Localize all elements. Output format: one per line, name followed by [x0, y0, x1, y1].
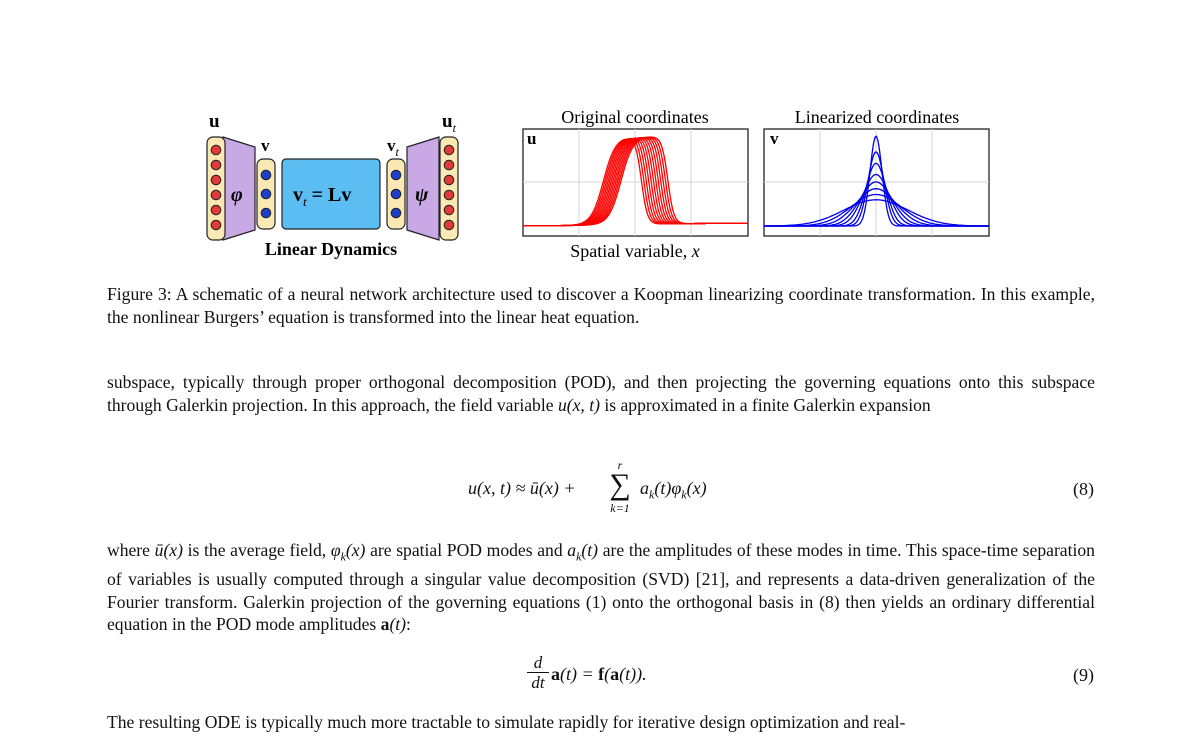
latent-nodes-v [260, 169, 272, 219]
paragraph-3: The resulting ODE is typically much more… [107, 712, 906, 732]
plot-right-corner: v [770, 129, 779, 148]
label-vt-sub: t [396, 145, 400, 159]
label-u: u [209, 111, 220, 132]
eq9-num: d [527, 654, 549, 673]
eq8-number: (8) [1073, 479, 1094, 499]
eq8-lhs: u(x, t) ≈ ū(x) + [468, 478, 576, 498]
plots-figure: Original coordinates Linearized coordina… [522, 107, 990, 261]
equation-8: u(x, t) ≈ ū(x) + [468, 478, 575, 499]
linear-dynamics-caption: Linear Dynamics [265, 239, 397, 259]
plot-left-corner: u [527, 129, 536, 148]
equation-8-rhs: ak(t)φk(x) [640, 478, 707, 502]
output-nodes [443, 144, 455, 231]
svg-text:vt = Lv: vt = Lv [293, 184, 351, 209]
paragraph-2: where ū(x) is the average field, φk(x) a… [107, 540, 1095, 635]
para1-text-b: is approximated in a finite Galerkin exp… [599, 394, 931, 415]
decoder-trapezoid [406, 136, 440, 241]
eq8-sub-1: k [649, 487, 655, 502]
eq8-sum-bottom: k=1 [610, 501, 630, 515]
figure-caption: Figure 3: A schematic of a neural networ… [107, 284, 1095, 327]
plot-xlabel-var: x [691, 241, 700, 261]
plot-right: v [763, 128, 990, 237]
eq9-den: dt [531, 673, 545, 692]
right-curve [764, 199, 989, 227]
box-lhs-sub: t [303, 194, 307, 209]
svg-text:Spatial variable, x: Spatial variable, x [570, 241, 699, 261]
paragraph-1: subspace, typically through proper ortho… [107, 371, 1095, 416]
label-ut: u [442, 111, 453, 132]
plot-xlabel: Spatial variable, [570, 241, 691, 261]
plot-right-title: Linearized coordinates [795, 107, 959, 127]
network-schematic: u v vt ut φ ψ vt = Lv Linear Dynamics [206, 111, 459, 259]
left-curve [523, 136, 748, 227]
input-nodes [210, 144, 222, 231]
right-curve [764, 193, 989, 227]
svg-text:ut: ut [442, 111, 457, 135]
label-v: v [261, 136, 270, 155]
plot-left-title: Original coordinates [561, 107, 708, 127]
plot-left: u [522, 128, 749, 237]
box-rhs: = Lv [307, 184, 352, 206]
label-vt: v [387, 136, 396, 155]
svg-text:vt: vt [387, 136, 400, 159]
left-curves [523, 136, 748, 227]
eq8-sum-top: r [617, 458, 623, 472]
eq9-number: (9) [1073, 665, 1094, 685]
eq8-sum: r ∑ k=1 [605, 458, 635, 518]
latent-nodes-vt [390, 169, 402, 219]
equation-9-fraction: d dt [527, 654, 549, 693]
decoder-label: ψ [415, 184, 429, 206]
para1-math: u(x, t) [557, 394, 600, 415]
eq8-sub-2: k [681, 487, 687, 502]
label-ut-sub: t [453, 121, 457, 135]
box-lhs: v [293, 184, 303, 206]
equation-9: a(t) = f(a(t)). [551, 664, 647, 684]
linear-dynamics-box [281, 158, 381, 230]
para1-text-a: subspace, typically through proper ortho… [107, 372, 1095, 415]
right-curves [764, 135, 989, 227]
encoder-label: φ [231, 184, 243, 206]
